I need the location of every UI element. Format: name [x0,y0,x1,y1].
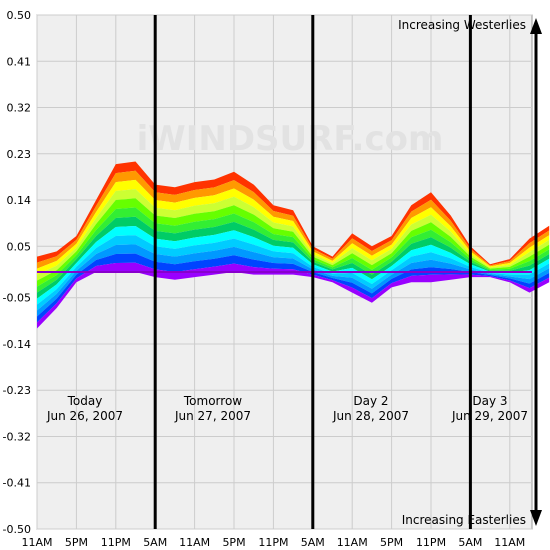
y-tick-label: 0.05 [7,240,32,253]
x-tick-label: 11AM [337,536,368,549]
watermark-text: iWINDSURF.com [137,119,444,159]
day-label-date: Jun 26, 2007 [46,409,123,423]
x-tick-label: 11PM [416,536,446,549]
y-tick-label: 0.41 [7,55,32,68]
day-label-name: Day 2 [353,394,388,408]
forecast-band [37,226,550,305]
top-annotation: Increasing Westerlies [398,18,526,32]
y-tick-label: -0.41 [3,477,31,490]
arrow-head-down [530,510,542,526]
forecast-band [37,189,550,281]
x-tick-label: 5AM [143,536,167,549]
y-tick-label: 0.14 [7,194,32,207]
day-label-date: Jun 29, 2007 [451,409,528,423]
forecast-bands [37,161,550,329]
y-tick-label: -0.23 [3,384,31,397]
forecast-band [37,198,550,287]
forecast-band [37,216,550,299]
forecast-band [37,179,550,275]
y-axis-ticks: 0.50 0.41 0.32 0.23 0.14 0.05 -0.05 -0.14 -0.23 -… [3,9,31,536]
day-label-name: Day 3 [472,394,507,408]
x-tick-label: 11PM [101,536,131,549]
day-label-name: Tomorrow [183,394,242,408]
y-tick-label: 0.23 [7,148,32,161]
x-tick-label: 11AM [494,536,525,549]
x-tick-label: 5AM [301,536,325,549]
x-tick-label: 11AM [21,536,52,549]
bottom-annotation: Increasing Easterlies [402,513,526,527]
y-tick-label: -0.14 [3,338,31,351]
y-tick-label: -0.50 [3,523,31,536]
x-tick-label: 11PM [258,536,288,549]
y-tick-label: 0.32 [7,102,32,115]
y-tick-label: -0.32 [3,430,31,443]
forecast-band [37,244,550,317]
direction-arrow [530,18,542,526]
forecast-band [37,262,550,329]
day-label-date: Jun 28, 2007 [332,409,409,423]
watermark: iWINDSURF.com [137,119,444,159]
arrow-head-up [530,18,542,34]
x-tick-label: 5PM [222,536,245,549]
x-tick-label: 5AM [458,536,482,549]
day-label-name: Today [67,394,103,408]
forecast-band [37,170,550,269]
forecast-band [37,161,550,266]
forecast-band [37,235,550,311]
day-label-date: Jun 27, 2007 [174,409,251,423]
day-dividers [153,15,472,529]
x-tick-label: 11AM [179,536,210,549]
y-tick-label: -0.05 [3,292,31,305]
x-tick-label: 5PM [65,536,88,549]
forecast-band [37,207,550,293]
y-tick-label: 0.50 [7,9,32,22]
x-tick-label: 5PM [380,536,403,549]
x-axis-ticks: 11AM 5PM 11PM 5AM 11AM 5PM 11PM 5AM 11AM 5PM 11PM 5… [21,536,525,549]
forecast-band [37,253,550,323]
